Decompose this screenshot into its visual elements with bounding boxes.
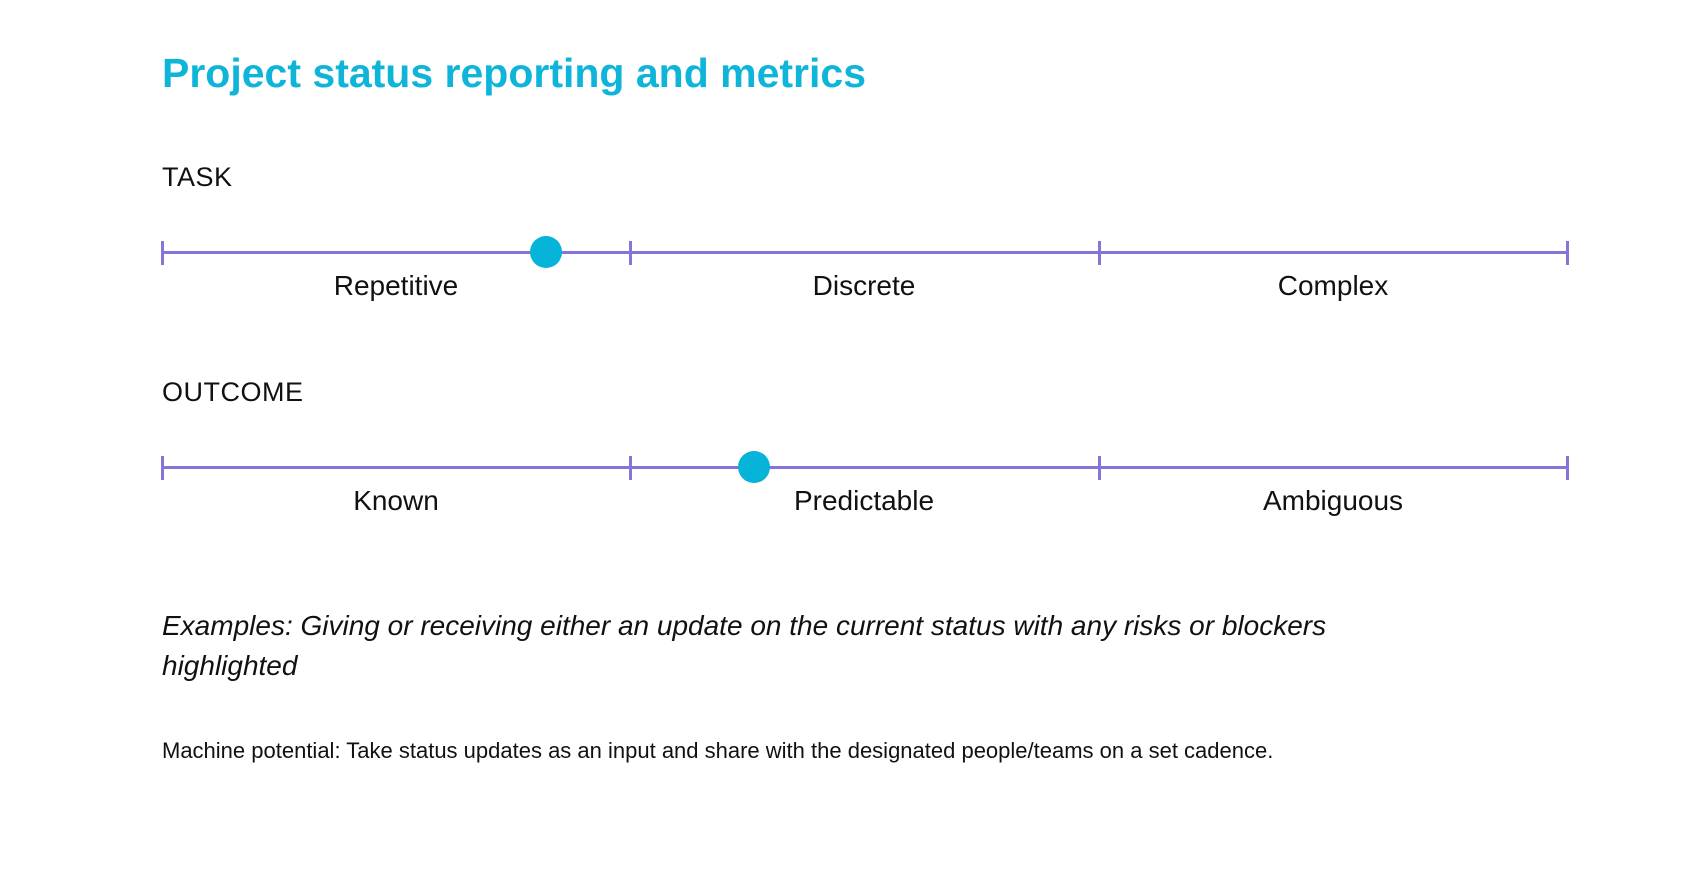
- outcome-scale-tick-2: [1097, 456, 1101, 480]
- outcome-segment-ambiguous: Ambiguous: [1262, 485, 1404, 516]
- task-rating-marker: [529, 236, 562, 268]
- examples-text: Examples: Giving or receiving either an …: [162, 610, 1327, 681]
- task-segment-discrete: Discrete: [812, 270, 916, 301]
- task-segment-complex: Complex: [1277, 270, 1389, 301]
- task-segment-repetitive: Repetitive: [333, 270, 459, 301]
- task-scale-line: [162, 251, 1567, 254]
- outcome-scale-tick-end: [1566, 456, 1569, 480]
- page-title: Project status reporting and metrics: [162, 50, 867, 96]
- outcome-segment-known: Known: [353, 485, 439, 516]
- outcome-rating-marker: [737, 451, 770, 483]
- task-scale-tick-1: [629, 241, 633, 265]
- outcome-segment-predictable: Predictable: [793, 485, 935, 516]
- machine-potential-text: Machine potential: Take status updates a…: [162, 738, 1274, 763]
- outcome-scale-line: [162, 466, 1567, 469]
- outcome-scale-tick-1: [629, 456, 633, 480]
- task-scale-tick-end: [1566, 241, 1569, 265]
- task-section-label: TASK: [162, 162, 233, 192]
- task-scale-tick-start: [161, 241, 164, 265]
- outcome-section-label: OUTCOME: [162, 377, 304, 407]
- outcome-scale: Known Predictable Ambiguous: [161, 444, 1569, 524]
- task-scale: Repetitive Discrete Complex: [161, 229, 1569, 309]
- task-scale-tick-2: [1097, 241, 1101, 265]
- outcome-scale-tick-start: [161, 456, 164, 480]
